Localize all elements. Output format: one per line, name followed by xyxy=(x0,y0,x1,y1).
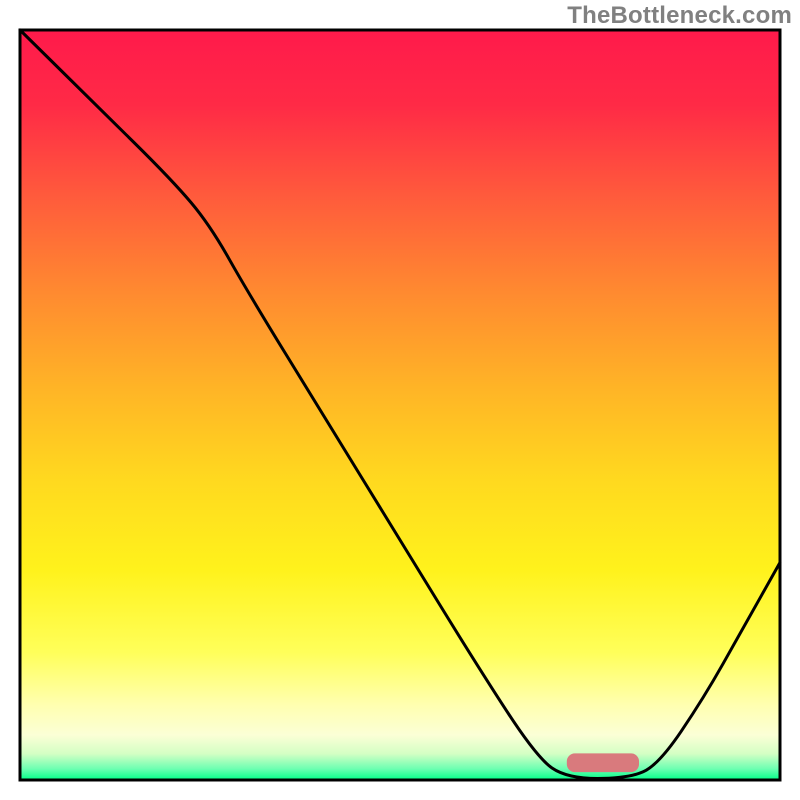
stage: TheBottleneck.com xyxy=(0,0,800,800)
optimal-marker xyxy=(567,753,639,772)
watermark-text: TheBottleneck.com xyxy=(567,2,792,30)
bottleneck-chart xyxy=(0,0,800,800)
